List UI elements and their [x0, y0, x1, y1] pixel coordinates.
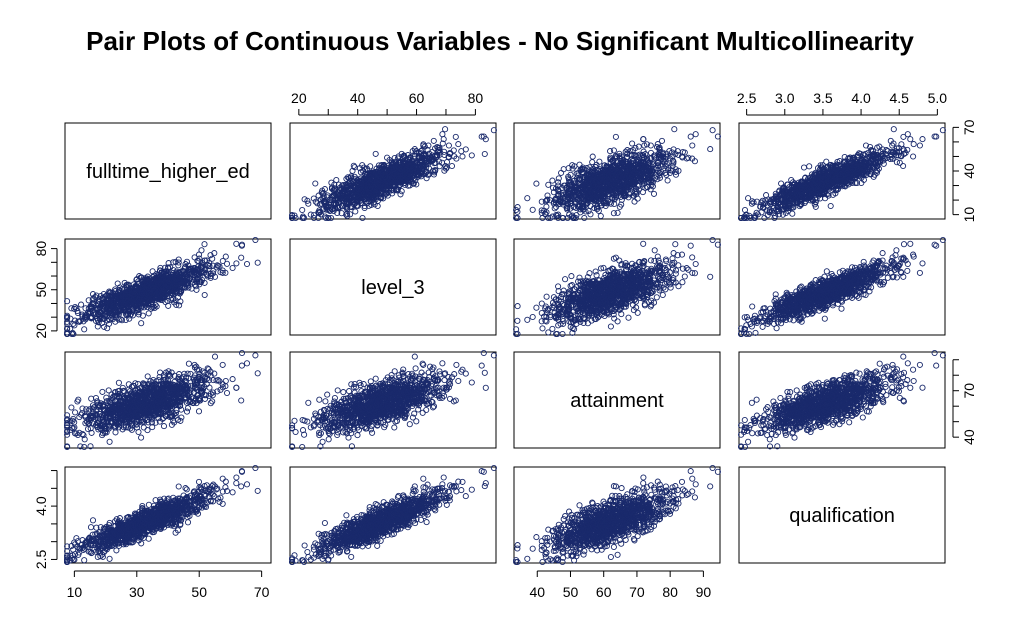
- data-point: [446, 143, 451, 148]
- data-point: [917, 143, 922, 148]
- data-point: [828, 203, 833, 208]
- data-point: [79, 302, 84, 307]
- data-point: [665, 178, 670, 183]
- data-point: [654, 295, 659, 300]
- data-point: [746, 196, 751, 201]
- data-point: [779, 181, 784, 186]
- data-point: [920, 137, 925, 142]
- data-point: [693, 132, 698, 137]
- data-point: [651, 191, 656, 196]
- data-point: [615, 210, 620, 215]
- data-point: [899, 142, 904, 147]
- diag-label-fulltime_higher_ed: fulltime_higher_ed: [86, 161, 249, 183]
- data-point: [192, 255, 197, 260]
- data-point: [199, 248, 204, 253]
- data-point: [482, 151, 487, 156]
- data-point: [688, 134, 693, 139]
- data-point: [373, 151, 378, 156]
- data-point: [742, 207, 747, 212]
- data-point: [189, 286, 194, 291]
- data-point: [534, 181, 539, 186]
- data-point: [559, 170, 564, 175]
- data-point: [550, 178, 555, 183]
- data-point: [552, 206, 557, 211]
- data-point: [901, 163, 906, 168]
- data-point: [234, 261, 239, 266]
- data-point: [244, 261, 249, 266]
- data-point: [911, 154, 916, 159]
- data-point: [546, 182, 551, 187]
- data-point: [891, 127, 896, 132]
- data-point: [166, 303, 171, 308]
- data-point: [68, 326, 73, 331]
- diag-label-level_3: level_3: [361, 277, 424, 299]
- data-point: [640, 190, 645, 195]
- data-point: [300, 207, 305, 212]
- data-point: [123, 317, 128, 322]
- data-point: [224, 261, 229, 266]
- data-point: [463, 147, 468, 152]
- data-point: [313, 181, 318, 186]
- data-point: [360, 215, 365, 220]
- data-point: [708, 274, 713, 279]
- data-point: [582, 215, 587, 220]
- data-point: [672, 127, 677, 132]
- data-point: [598, 213, 603, 218]
- data-point: [590, 154, 595, 159]
- data-point: [440, 132, 445, 137]
- data-point: [632, 199, 637, 204]
- data-point: [630, 141, 635, 146]
- data-point: [82, 327, 87, 332]
- data-point: [230, 265, 235, 270]
- data-point: [139, 321, 144, 326]
- data-point: [908, 137, 913, 142]
- data-point: [449, 163, 454, 168]
- data-point: [451, 148, 456, 153]
- data-point: [469, 153, 474, 158]
- data-point: [431, 138, 436, 143]
- data-point: [460, 154, 465, 159]
- data-point: [641, 241, 646, 246]
- data-point: [255, 260, 260, 265]
- data-point: [453, 134, 458, 139]
- data-point: [636, 144, 641, 149]
- data-point: [456, 142, 461, 147]
- data-point: [239, 255, 244, 260]
- data-point: [234, 241, 239, 246]
- data-point: [530, 207, 535, 212]
- data-point: [807, 164, 812, 169]
- data-point: [443, 127, 448, 132]
- data-point: [901, 134, 906, 139]
- data-point: [762, 215, 767, 220]
- data-point: [561, 167, 566, 172]
- data-point: [146, 311, 151, 316]
- data-point: [597, 159, 602, 164]
- data-point: [801, 165, 806, 170]
- data-point: [353, 209, 358, 214]
- data-point: [202, 292, 207, 297]
- data-point: [525, 196, 530, 201]
- data-point: [641, 137, 646, 142]
- data-point: [253, 237, 258, 242]
- data-point: [590, 160, 595, 165]
- data-point: [751, 200, 756, 205]
- data-point: [911, 142, 916, 147]
- data-point: [708, 147, 713, 152]
- data-point: [613, 134, 618, 139]
- data-point: [710, 128, 715, 133]
- data-point: [202, 242, 207, 247]
- data-point: [611, 148, 616, 153]
- data-point: [690, 143, 695, 148]
- data-point: [659, 138, 664, 143]
